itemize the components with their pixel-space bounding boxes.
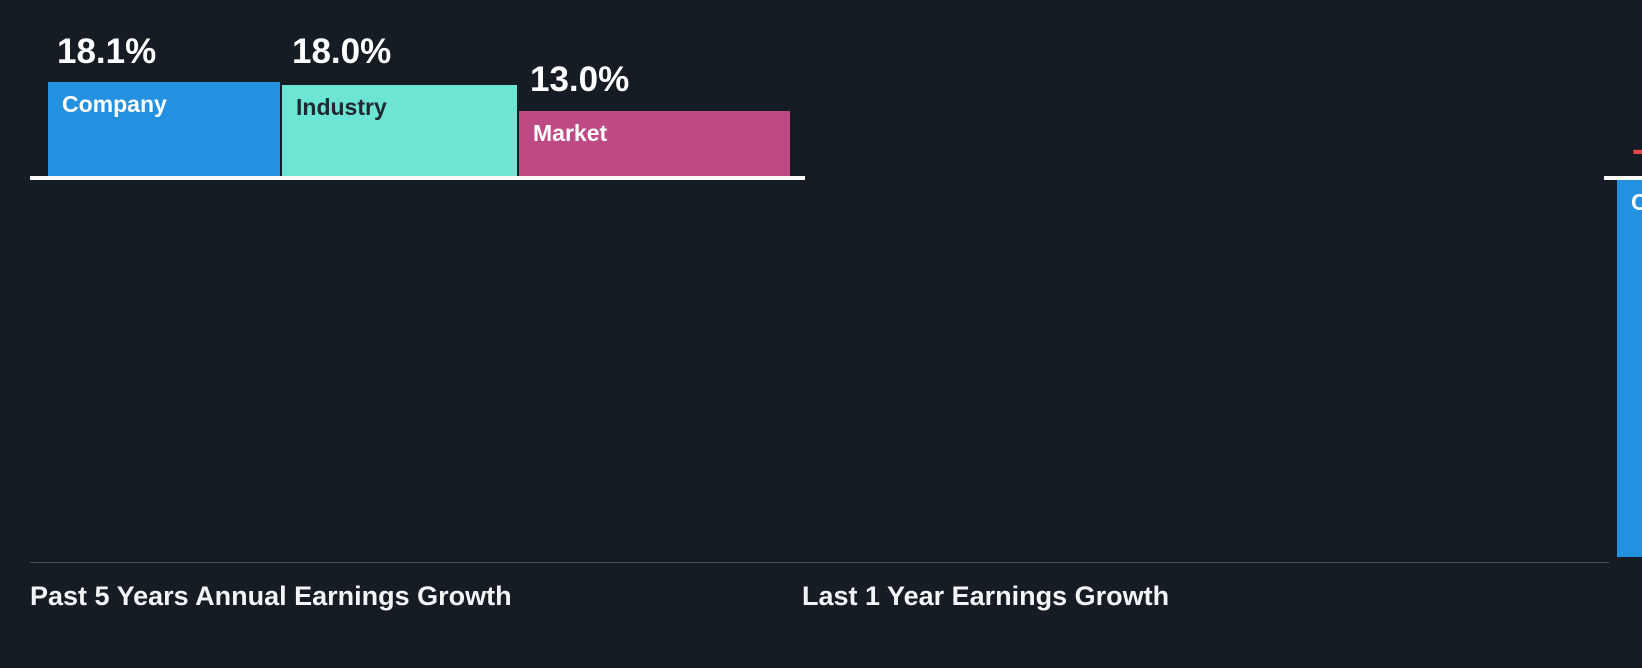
bar-industry[interactable]: Industry bbox=[282, 85, 517, 176]
bar-company[interactable]: Company bbox=[1617, 180, 1642, 557]
panel-divider-rule bbox=[30, 562, 1609, 563]
value-label-company: 18.1% bbox=[57, 32, 157, 71]
plot-area-last-1-year: -71.0% Company -16.7% Industry Market 3.… bbox=[802, 0, 1642, 560]
plot-area-past-5-years: 18.1% Company 18.0% Industry 13.0% Marke… bbox=[0, 0, 1609, 563]
bar-name-company: Company bbox=[62, 91, 167, 117]
bar-name-industry: Industry bbox=[296, 94, 387, 120]
zero-axis-line bbox=[30, 176, 805, 180]
bar-name-company: Company bbox=[1631, 189, 1642, 215]
bar-name-market: Market bbox=[533, 120, 608, 146]
value-label-industry: 18.0% bbox=[292, 32, 392, 71]
value-label-market: 13.0% bbox=[530, 60, 630, 99]
bar-company[interactable]: Company bbox=[48, 82, 280, 176]
value-label-company: -71.0% bbox=[1632, 132, 1642, 167]
chart-panel-past-5-years: 18.1% Company 18.0% Industry 13.0% Marke… bbox=[0, 0, 1609, 668]
zero-axis-line bbox=[1604, 176, 1642, 180]
chart-panel-last-1-year: -71.0% Company -16.7% Industry Market 3.… bbox=[802, 0, 1642, 668]
chart-caption-past-5-years: Past 5 Years Annual Earnings Growth bbox=[30, 581, 512, 611]
bar-market[interactable]: Market bbox=[519, 111, 790, 176]
chart-caption-last-1-year: Last 1 Year Earnings Growth bbox=[802, 581, 1170, 611]
